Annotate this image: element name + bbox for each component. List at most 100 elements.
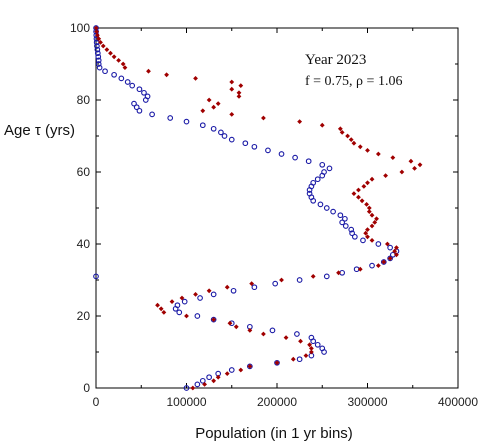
y-tick-label: 80 bbox=[77, 93, 91, 107]
data-point-diamond bbox=[249, 281, 255, 286]
data-point-circle bbox=[337, 212, 344, 219]
data-point-diamond bbox=[146, 68, 151, 74]
data-point-diamond bbox=[190, 385, 196, 391]
data-point-circle bbox=[349, 230, 355, 237]
data-point-circle bbox=[251, 284, 258, 291]
data-point-diamond bbox=[158, 306, 164, 312]
data-point-diamond bbox=[236, 90, 242, 96]
data-point-diamond bbox=[356, 194, 361, 200]
data-point-circle bbox=[348, 226, 355, 233]
data-point-diamond bbox=[385, 241, 390, 247]
plot-frame bbox=[95, 27, 459, 389]
data-point-circle bbox=[310, 179, 317, 186]
data-point-diamond bbox=[375, 151, 381, 157]
x-axis-label: Population (in 1 yr bins) bbox=[195, 425, 353, 442]
x-tick-label: 0 bbox=[93, 395, 100, 409]
annotation-year: Year 2023 bbox=[305, 52, 366, 68]
data-point-diamond bbox=[179, 295, 185, 301]
data-point-diamond bbox=[229, 86, 235, 92]
data-point-diamond bbox=[392, 248, 398, 254]
data-point-circle bbox=[197, 295, 203, 301]
data-point-diamond bbox=[359, 198, 365, 204]
data-point-diamond bbox=[274, 360, 280, 366]
data-point-diamond bbox=[372, 220, 378, 225]
data-point-diamond bbox=[94, 29, 100, 34]
data-point-circle bbox=[206, 374, 212, 381]
y-tick-label: 100 bbox=[70, 21, 90, 35]
data-point-diamond bbox=[206, 288, 212, 294]
data-point-diamond bbox=[310, 274, 316, 279]
x-tick-label: 200000 bbox=[257, 395, 297, 409]
data-point-circle bbox=[194, 381, 201, 388]
data-point-diamond bbox=[238, 367, 244, 373]
data-point-diamond bbox=[394, 252, 399, 258]
data-point-circle bbox=[183, 118, 190, 125]
data-point-circle bbox=[306, 190, 313, 197]
y-tick-label: 60 bbox=[77, 165, 91, 179]
y-tick-label: 40 bbox=[77, 237, 91, 251]
data-point-diamond bbox=[215, 374, 221, 380]
x-tick-label: 400000 bbox=[438, 395, 478, 409]
data-point-diamond bbox=[120, 61, 126, 67]
data-point-circle bbox=[183, 385, 190, 391]
data-point-circle bbox=[210, 125, 217, 132]
data-point-circle bbox=[174, 302, 181, 309]
data-point-diamond bbox=[308, 346, 314, 351]
data-point-circle bbox=[321, 169, 327, 175]
data-point-diamond bbox=[184, 313, 189, 319]
data-point-diamond bbox=[94, 32, 100, 38]
data-point-circle bbox=[278, 151, 285, 157]
data-point-diamond bbox=[100, 43, 106, 49]
data-point-diamond bbox=[229, 79, 235, 85]
data-point-circle bbox=[265, 147, 271, 154]
data-point-diamond bbox=[357, 144, 363, 150]
data-point-circle bbox=[199, 377, 206, 384]
data-point-circle bbox=[136, 86, 143, 93]
data-point-diamond bbox=[319, 122, 325, 128]
data-point-circle bbox=[323, 205, 330, 211]
data-point-circle bbox=[199, 122, 206, 129]
data-point-circle bbox=[228, 367, 235, 373]
data-point-circle bbox=[95, 57, 102, 64]
data-point-circle bbox=[181, 298, 188, 305]
data-point-circle bbox=[375, 241, 382, 247]
data-point-circle bbox=[133, 104, 140, 111]
data-point-diamond bbox=[104, 47, 110, 52]
data-point-diamond bbox=[351, 140, 357, 146]
y-axis-ticks: 0 20 40 60 80 100 bbox=[70, 21, 458, 395]
data-point-diamond bbox=[98, 40, 103, 45]
y-tick-label: 0 bbox=[83, 381, 90, 395]
data-point-diamond bbox=[412, 166, 417, 171]
x-tick-label: 100000 bbox=[166, 395, 206, 409]
data-point-circle bbox=[129, 82, 136, 89]
data-point-diamond bbox=[364, 202, 369, 207]
data-point-diamond bbox=[122, 65, 128, 70]
data-point-circle bbox=[292, 154, 298, 161]
data-point-circle bbox=[144, 93, 151, 100]
data-point-diamond bbox=[356, 187, 361, 193]
data-point-diamond bbox=[211, 378, 217, 384]
data-point-circle bbox=[351, 233, 358, 240]
data-point-circle bbox=[194, 313, 201, 319]
data-point-circle bbox=[314, 176, 321, 183]
data-point-circle bbox=[136, 107, 143, 114]
data-point-diamond bbox=[357, 266, 363, 272]
data-point-diamond bbox=[369, 176, 375, 182]
data-point-diamond bbox=[236, 94, 242, 99]
data-point-diamond bbox=[345, 133, 350, 139]
data-point-diamond bbox=[381, 259, 387, 265]
data-point-diamond bbox=[261, 115, 266, 121]
data-point-diamond bbox=[394, 245, 399, 250]
data-point-diamond bbox=[365, 180, 370, 186]
data-point-diamond bbox=[227, 320, 233, 326]
data-point-circle bbox=[95, 61, 102, 67]
data-point-diamond bbox=[247, 328, 253, 333]
data-point-diamond bbox=[365, 148, 370, 153]
data-point-diamond bbox=[211, 317, 217, 322]
data-point-diamond bbox=[375, 263, 381, 268]
data-point-circle bbox=[94, 43, 100, 49]
x-tick-label: 300000 bbox=[347, 395, 387, 409]
data-point-circle bbox=[228, 136, 235, 143]
data-point-circle bbox=[210, 291, 217, 298]
